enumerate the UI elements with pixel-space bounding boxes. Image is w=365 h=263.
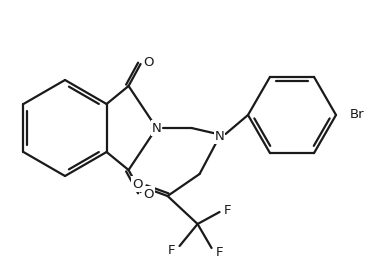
- Text: Br: Br: [350, 109, 365, 122]
- Text: N: N: [215, 129, 224, 143]
- Text: O: O: [132, 178, 143, 190]
- Text: F: F: [168, 244, 175, 256]
- Text: N: N: [152, 122, 161, 134]
- Text: F: F: [216, 245, 223, 259]
- Text: F: F: [224, 204, 231, 216]
- Text: O: O: [143, 188, 154, 200]
- Text: O: O: [143, 55, 154, 68]
